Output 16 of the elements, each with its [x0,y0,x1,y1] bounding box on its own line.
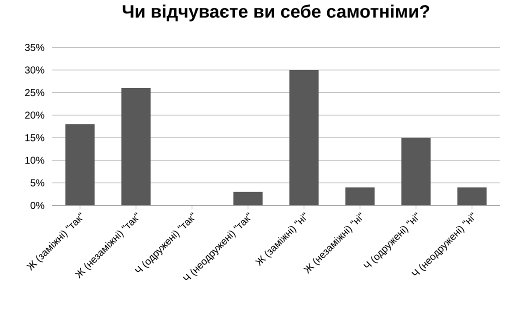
y-tick-label: 5% [30,179,44,186]
bar [401,138,431,206]
y-tick-label: 30% [24,66,44,74]
bar [345,187,375,206]
y-tick-label: 15% [25,134,44,142]
y-tick-label: 25% [25,89,44,96]
bar [457,187,487,206]
y-tick-label: 0% [30,202,44,210]
bar [289,70,319,206]
bar [65,124,95,206]
bar [233,192,263,206]
y-tick-label: 10% [25,156,44,164]
y-tick-label: 20% [25,112,44,119]
y-tick-label: 35% [24,44,44,52]
chart-title: Чи відчуваєте ви себе самотніми? [122,4,430,22]
bar [121,88,151,206]
